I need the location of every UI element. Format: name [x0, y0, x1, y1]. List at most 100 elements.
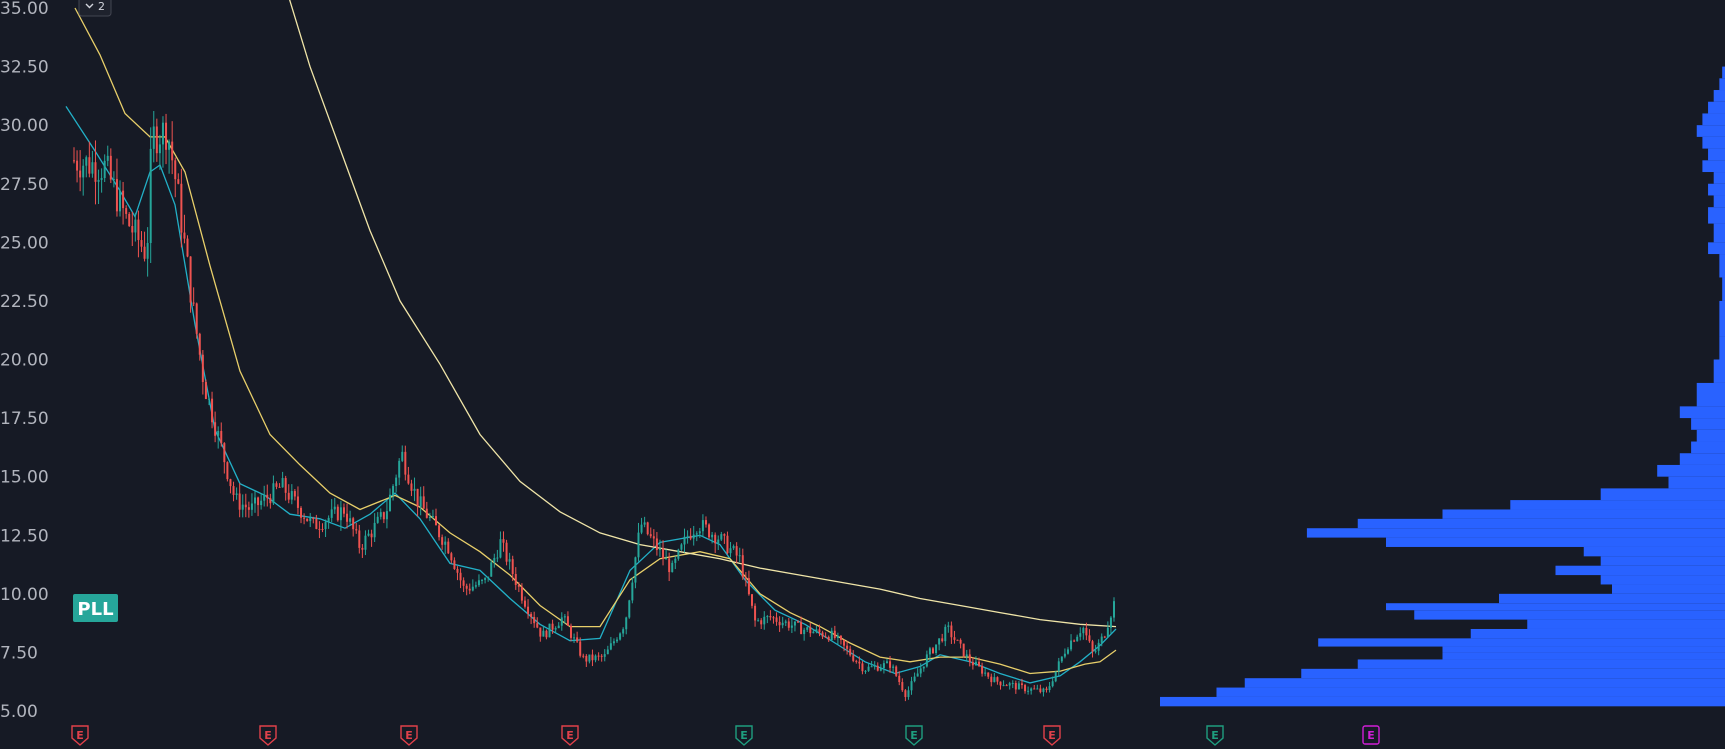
candle-body [306, 518, 309, 522]
earnings-marker-label: E [405, 729, 413, 742]
volume-profile-bar [1691, 418, 1725, 430]
candle-body [447, 541, 450, 554]
candle-body [511, 559, 514, 574]
candle-body [640, 524, 643, 533]
volume-profile-bar [1713, 90, 1725, 102]
candle-body [284, 478, 287, 493]
earnings-marker[interactable]: E [735, 725, 753, 746]
earnings-marker[interactable]: E [259, 725, 277, 746]
moving-averages [65, 0, 1117, 684]
candle-body [913, 676, 916, 682]
volume-profile-bar [1160, 696, 1725, 707]
candle-body [346, 513, 349, 522]
candle-body [931, 648, 934, 654]
earnings-marker[interactable]: E [400, 725, 418, 746]
candle-body [996, 677, 999, 682]
candle-body [711, 534, 714, 538]
candle-body [462, 580, 465, 586]
candle-body [527, 606, 530, 614]
candle-body [254, 497, 257, 504]
candle-body [226, 462, 229, 480]
candle-body [563, 616, 566, 618]
candle-body [704, 520, 707, 525]
y-tick-label: 32.50 [0, 58, 49, 78]
candle-body [207, 398, 210, 400]
volume-profile-bar [1306, 528, 1725, 538]
candle-body [1091, 641, 1094, 652]
candle-body [250, 503, 253, 510]
candle-body [625, 617, 628, 630]
candle-body [453, 560, 456, 569]
candle-body [1014, 683, 1017, 690]
candle-body [514, 573, 517, 585]
candle-body [1076, 636, 1079, 642]
candle-body [330, 509, 333, 518]
candle-body [852, 655, 855, 661]
candle-body [204, 381, 207, 400]
candle-body [864, 670, 867, 672]
candle-body [106, 155, 109, 161]
candle-body [658, 548, 661, 550]
candle-body [784, 621, 787, 623]
candle-body [490, 562, 493, 577]
candle-body [333, 506, 336, 510]
earnings-marker[interactable]: E [1362, 725, 1380, 745]
candle-body [935, 644, 938, 654]
candle-body [192, 302, 195, 304]
earnings-marker[interactable]: E [71, 725, 89, 746]
pane-collapse-button[interactable]: 2 [78, 0, 112, 17]
candle-body [652, 536, 655, 539]
y-tick-label: 22.50 [0, 292, 49, 312]
earnings-marker-label: E [1367, 729, 1375, 742]
earnings-marker[interactable]: E [905, 725, 923, 746]
volume-profile-bar [1722, 277, 1725, 301]
volume-profile-bar [1442, 646, 1725, 653]
candle-body [560, 617, 563, 626]
candle-body [1060, 656, 1063, 662]
candle-body [379, 512, 382, 517]
candle-body [772, 617, 775, 619]
candle-body [1085, 627, 1088, 636]
volume-profile-bar [1600, 575, 1725, 585]
candle-body [1051, 681, 1054, 687]
candle-body [530, 613, 533, 617]
candle-body [137, 219, 140, 241]
moving-average-line [289, 0, 1117, 628]
earnings-marker[interactable]: E [1206, 725, 1224, 746]
volume-profile-bar [1719, 254, 1725, 278]
y-tick-label: 27.50 [0, 175, 49, 195]
candle-body [410, 483, 413, 491]
candle-body [1045, 688, 1048, 691]
candle-body [686, 535, 689, 537]
moving-average-line [74, 7, 1117, 675]
candle-body [628, 600, 631, 618]
earnings-marker[interactable]: E [561, 725, 579, 746]
candle-body [790, 625, 793, 628]
candle-body [352, 518, 355, 530]
candle-body [729, 548, 732, 554]
candle-body [1030, 688, 1033, 691]
candle-body [944, 626, 947, 642]
volume-profile-bar [1216, 687, 1725, 697]
volume-profile-bar [1668, 476, 1725, 489]
candle-body [953, 637, 956, 640]
candle-body [474, 585, 477, 587]
earnings-marker[interactable]: E [1043, 725, 1061, 746]
candle-body [916, 673, 919, 677]
candle-body [732, 546, 735, 549]
candle-body [536, 623, 539, 628]
candle-body [1057, 661, 1060, 672]
candle-body [554, 628, 557, 630]
candle-body [1008, 683, 1011, 686]
candle-body [428, 516, 431, 518]
y-tick-label: 25.00 [0, 233, 49, 253]
ticker-badge[interactable]: PLL [73, 594, 118, 622]
candle-body [318, 528, 321, 530]
candle-body [263, 494, 266, 501]
candle-body [787, 621, 790, 628]
earnings-marker-label: E [76, 729, 84, 742]
y-tick-label: 10.00 [0, 585, 49, 605]
volume-profile-bar [1696, 429, 1725, 442]
